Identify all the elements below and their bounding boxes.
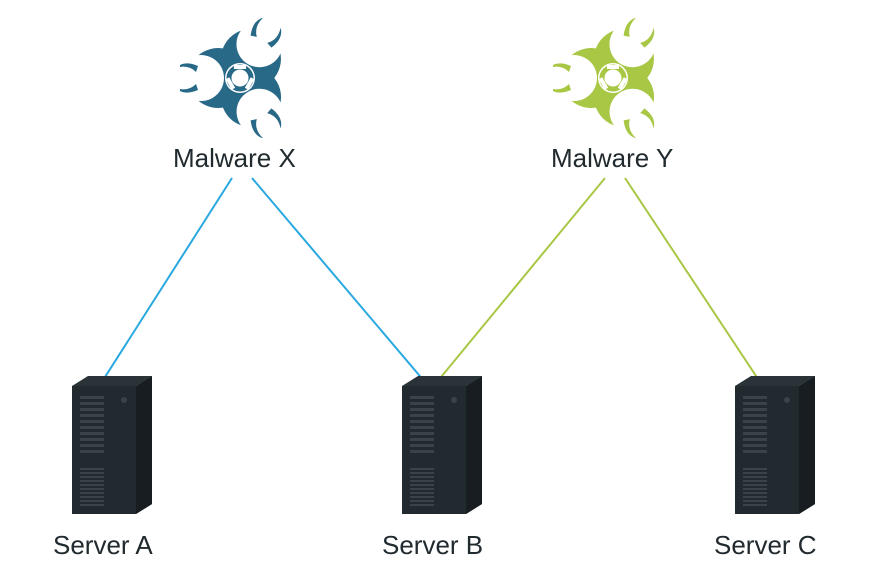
biohazard-icon-y bbox=[553, 18, 673, 138]
server-icon-b bbox=[402, 376, 482, 516]
server-icon-a bbox=[72, 376, 152, 516]
edge-malware_X-server_A bbox=[98, 178, 232, 388]
server-icon-c bbox=[735, 376, 815, 516]
biohazard-icon-x bbox=[180, 18, 300, 138]
edge-malware_Y-server_B bbox=[432, 178, 605, 388]
malware-label-x: Malware X bbox=[173, 143, 296, 174]
server-label-b: Server B bbox=[382, 530, 483, 561]
edge-malware_Y-server_C bbox=[625, 178, 764, 388]
malware-label-y: Malware Y bbox=[551, 143, 673, 174]
edge-malware_X-server_B bbox=[252, 178, 430, 388]
server-label-a: Server A bbox=[53, 530, 153, 561]
server-label-c: Server C bbox=[714, 530, 817, 561]
